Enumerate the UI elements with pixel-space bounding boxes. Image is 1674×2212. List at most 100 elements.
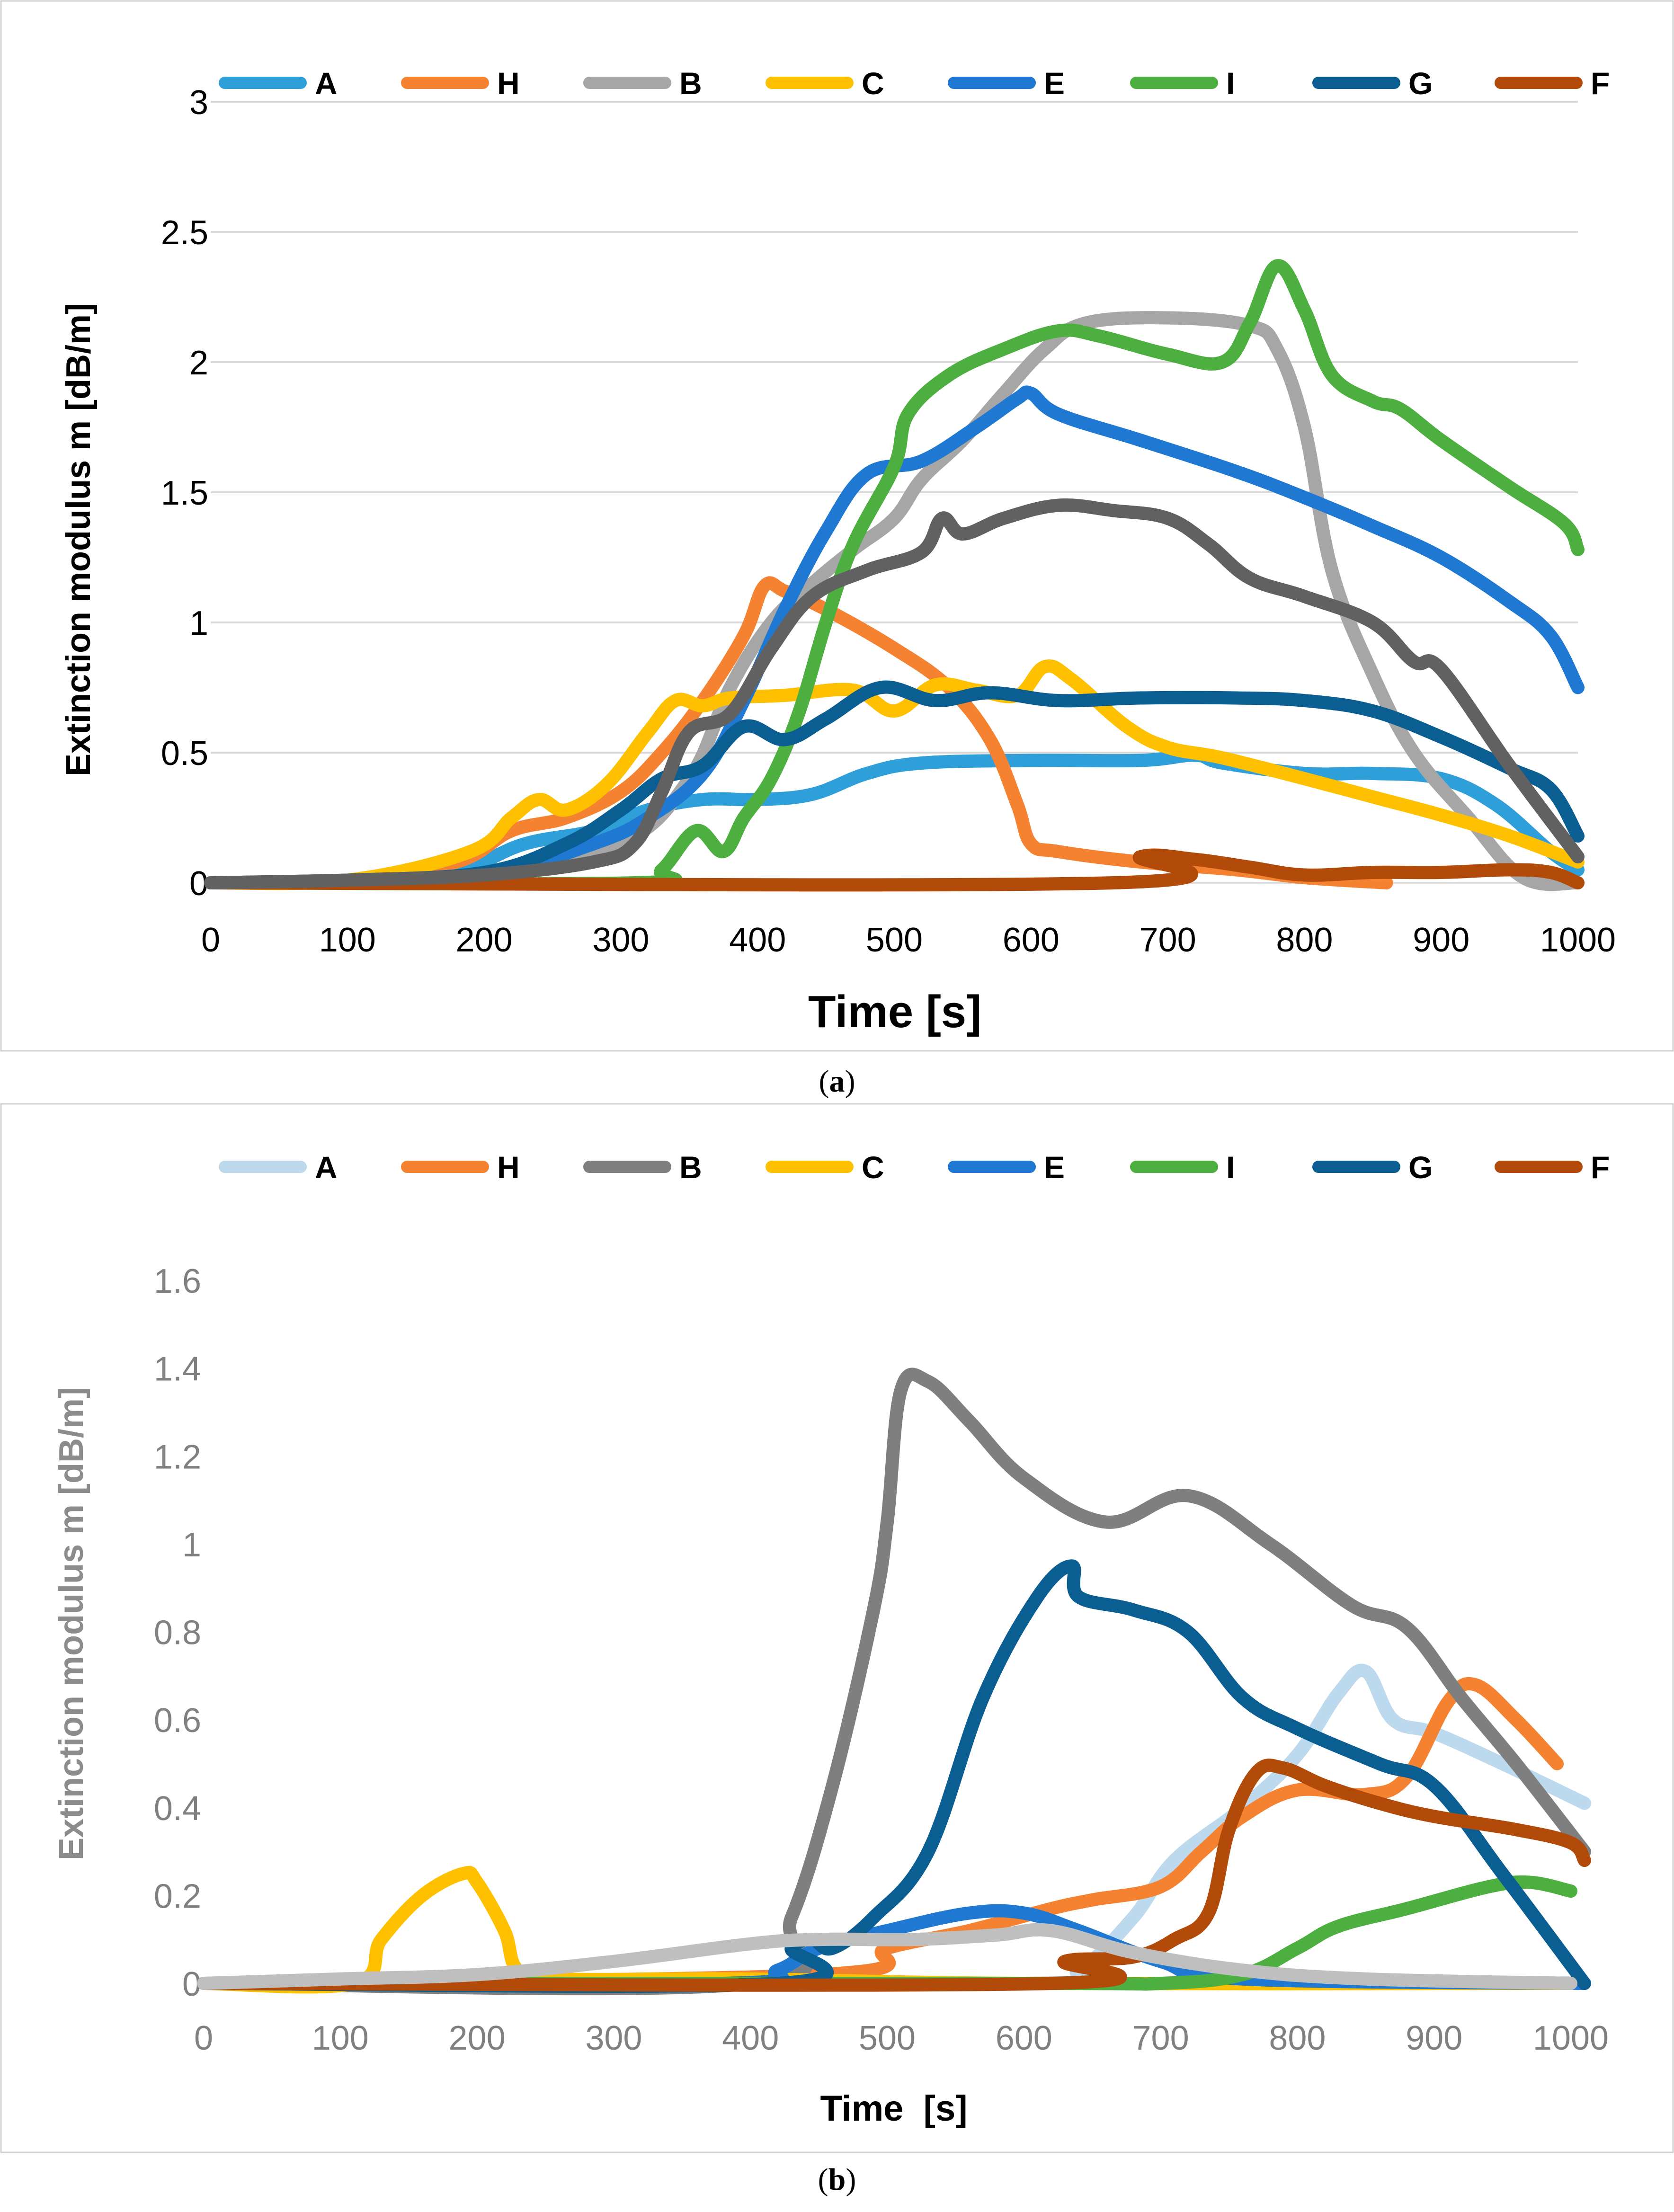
chart-a-legend-label-I: I — [1226, 66, 1235, 101]
chart-a-x-tick-label: 900 — [1413, 921, 1469, 959]
chart-b-legend-label-F: F — [1591, 1150, 1610, 1185]
chart-a-legend-label-H: H — [497, 66, 520, 101]
chart-a-series-C-line — [204, 659, 1585, 890]
chart-b-x-tick-label: 800 — [1269, 2019, 1326, 2057]
chart-b-legend-label-B: B — [679, 1150, 702, 1185]
chart-a-svg: 0 0.5 1 1.5 2 2.5 3 0 100 200 300 400 500 600 700 800 9… — [0, 0, 1674, 1099]
chart-a-y-tick-label: 2.5 — [161, 214, 208, 252]
chart-b-x-tick-label: 300 — [585, 2019, 642, 2057]
chart-a-x-tick-label: 1000 — [1540, 921, 1616, 959]
chart-a-gridlines — [211, 101, 1578, 884]
chart-b-caption: (b) — [818, 2162, 856, 2197]
chart-b-x-ticks: 0 100 200 300 400 500 600 700 800 900 1000 — [194, 2019, 1609, 2057]
chart-b-frame — [0, 1103, 1674, 2153]
chart-a-legend-item-C: C — [766, 66, 884, 101]
chart-a-x-tick-label: 300 — [592, 921, 649, 959]
chart-a-legend-item-F: F — [1495, 66, 1610, 101]
chart-b-y-tick-label: 0.8 — [154, 1614, 201, 1652]
chart-a-x-tick-label: 100 — [319, 921, 376, 959]
chart-a-y-axis-label: Extinction modulus m [dB/m] — [60, 303, 98, 776]
chart-b-series-G-line — [197, 1559, 1591, 1993]
chart-b-series-D-line — [197, 1923, 1577, 1990]
chart-a-legend: AHBCEIGFD — [219, 66, 1610, 101]
chart-b-legend-item-C: C — [766, 1150, 884, 1185]
chart-a-y-tick-label: 2 — [189, 344, 208, 382]
chart-a-y-ticks: 00.511.522.53 — [161, 84, 208, 903]
chart-a-legend-label-B: B — [679, 66, 702, 101]
chart-a: 0 0.5 1 1.5 2 2.5 3 0 100 200 300 400 500 600 700 800 9… — [0, 0, 1674, 1103]
chart-a-x-tick-label: 500 — [866, 921, 923, 959]
chart-b-series-F-line — [197, 1759, 1591, 1992]
chart-a-series-F-line — [204, 848, 1585, 892]
chart-a-x-tick-label: 700 — [1140, 921, 1196, 959]
chart-a-legend-label-E: E — [1044, 66, 1065, 101]
chart-b-legend-label-I: I — [1226, 1150, 1235, 1185]
chart-a-x-tick-label: 0 — [201, 921, 220, 959]
chart-b-y-tick-label: 1.4 — [154, 1350, 201, 1388]
chart-b-x-tick-label: 400 — [722, 2019, 779, 2057]
chart-a-frame — [0, 0, 1674, 1052]
chart-b-series — [197, 1368, 1591, 1996]
chart-a-legend-item-A: A — [219, 66, 338, 101]
chart-a-series-E-line — [204, 385, 1585, 889]
chart-a-x-ticks: 0 100 200 300 400 500 600 700 800 900 1000 — [201, 921, 1616, 959]
chart-b-legend-label-G: G — [1408, 1150, 1433, 1185]
chart-a-caption-letter: a — [829, 1064, 845, 1099]
chart-b-x-axis-label: Time [s] — [820, 2088, 967, 2129]
chart-b-x-tick-label: 0 — [194, 2019, 213, 2057]
chart-a-legend-item-I: I — [1130, 66, 1235, 101]
chart-b-legend-item-B: B — [583, 1150, 702, 1185]
chart-a-legend-label-A: A — [315, 66, 338, 101]
chart-b-x-tick-label: 600 — [996, 2019, 1052, 2057]
chart-b-legend-label-H: H — [497, 1150, 520, 1185]
chart-a-x-tick-label: 600 — [1003, 921, 1060, 959]
chart-a-legend-label-C: C — [862, 66, 884, 101]
chart-b-legend-item-A: A — [219, 1150, 338, 1185]
chart-b-y-tick-label: 0.2 — [154, 1877, 201, 1915]
chart-a-x-axis-label: Time [s] — [808, 986, 981, 1037]
chart-b-x-tick-label: 700 — [1132, 2019, 1189, 2057]
chart-a-y-tick-label: 1.5 — [161, 474, 208, 512]
chart-b-legend-item-H: H — [401, 1150, 520, 1185]
chart-a-series-A-line — [204, 748, 1585, 889]
chart-b-legend-item-G: G — [1312, 1150, 1433, 1185]
chart-a-series-D-line — [204, 498, 1585, 889]
chart-a-y-tick-label: 1 — [189, 604, 208, 642]
chart-b-legend-label-E: E — [1044, 1150, 1065, 1185]
chart-a-x-tick-label: 400 — [729, 921, 786, 959]
chart-a-legend-label-G: G — [1408, 66, 1433, 101]
chart-b-legend-label-A: A — [315, 1150, 338, 1185]
chart-a-legend-label-F: F — [1591, 66, 1610, 101]
chart-b-x-tick-label: 1000 — [1533, 2019, 1609, 2057]
chart-a-y-tick-label: 3 — [189, 84, 208, 122]
chart-a-legend-item-B: B — [583, 66, 702, 101]
chart-b-y-ticks: 00.20.40.60.811.21.41.6 — [154, 1262, 201, 2003]
chart-a-x-tick-label: 800 — [1276, 921, 1333, 959]
chart-b-x-tick-label: 100 — [312, 2019, 369, 2057]
chart-a-series-I-line — [204, 259, 1585, 891]
chart-b-legend-item-I: I — [1130, 1150, 1235, 1185]
chart-b-y-tick-label: 0.4 — [154, 1790, 201, 1828]
chart-a-legend-item-G: G — [1312, 66, 1433, 101]
chart-b: 0 0.2 0.4 0.6 0.8 1 1.2 1.4 1.6 0 100 200 300 400 500… — [0, 1103, 1674, 2212]
chart-b-legend: AHBCEIGFD — [219, 1150, 1610, 1185]
chart-b-y-tick-label: 1.6 — [154, 1262, 201, 1300]
chart-a-series — [204, 259, 1585, 892]
chart-a-y-tick-label: 0.5 — [161, 735, 208, 773]
chart-b-y-tick-label: 1 — [182, 1526, 201, 1564]
chart-b-y-tick-label: 1.2 — [154, 1438, 201, 1476]
chart-b-legend-item-E: E — [948, 1150, 1065, 1185]
chart-a-caption: (a) — [819, 1064, 855, 1099]
chart-b-x-tick-label: 500 — [859, 2019, 916, 2057]
chart-b-x-tick-label: 900 — [1406, 2019, 1462, 2057]
chart-a-x-tick-label: 200 — [456, 921, 513, 959]
chart-b-caption-letter: b — [828, 2162, 846, 2197]
chart-a-series-G-line — [204, 680, 1585, 889]
chart-a-legend-item-E: E — [948, 66, 1065, 101]
chart-a-legend-item-H: H — [401, 66, 520, 101]
chart-b-y-axis-label: Extinction modulus m [dB/m] — [53, 1387, 90, 1860]
chart-b-legend-item-F: F — [1495, 1150, 1610, 1185]
chart-b-svg: 0 0.2 0.4 0.6 0.8 1 1.2 1.4 1.6 0 100 200 300 400 500… — [0, 1103, 1674, 2197]
chart-b-x-tick-label: 200 — [449, 2019, 506, 2057]
chart-b-legend-label-C: C — [862, 1150, 884, 1185]
